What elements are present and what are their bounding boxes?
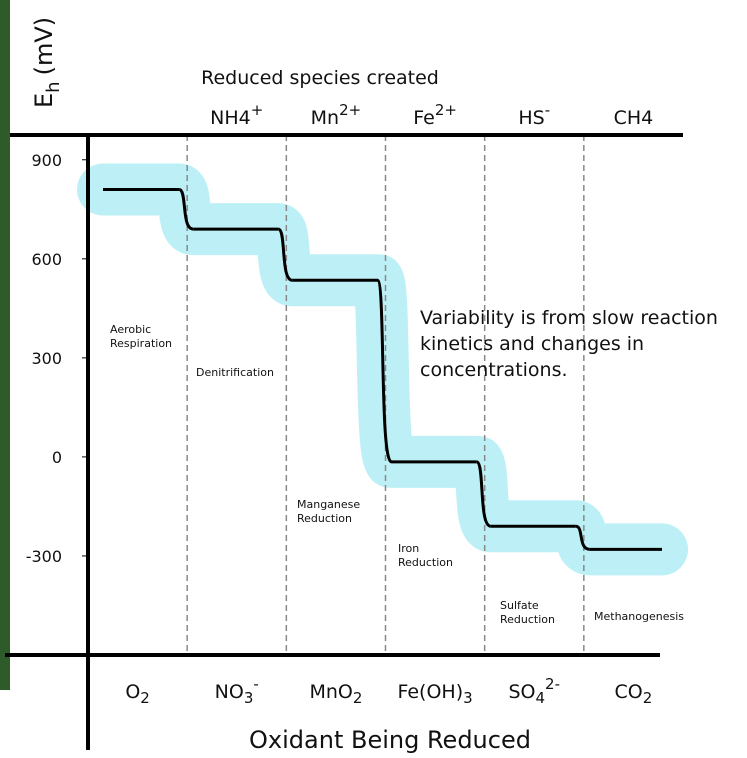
reduced-species-label: NH4+ <box>210 101 263 129</box>
y-tick-label: 300 <box>31 349 62 368</box>
process-label: Respiration <box>110 337 172 350</box>
oxidant-label-sup: 2- <box>545 675 560 693</box>
y-tick-label: 600 <box>31 250 62 269</box>
reduced-species-label: CH4 <box>614 107 654 129</box>
reduced-species-label: Fe2+ <box>413 101 457 129</box>
y-tick-label: 0 <box>52 448 62 467</box>
oxidant-label-base: Fe(OH) <box>397 681 463 703</box>
oxidant-label: MnO2 <box>309 681 362 707</box>
reduced-species-label-base: Fe <box>413 107 435 129</box>
reduced-species-label: HS- <box>518 101 550 129</box>
oxidant-label: CO2 <box>615 681 653 707</box>
y-tick-label: 900 <box>31 151 62 170</box>
reduced-species-label-base: Mn <box>311 107 339 129</box>
x-axis-label: Oxidant Being Reduced <box>249 726 531 754</box>
process-label: Methanogenesis <box>594 610 684 623</box>
y-label-sub: h <box>43 81 64 92</box>
process-label: Sulfate <box>500 599 539 612</box>
step-connector <box>376 278 393 464</box>
oxidant-label-sub: 3 <box>244 689 254 707</box>
oxidant-label-sub: 2 <box>140 689 150 707</box>
oxidant-label: O2 <box>125 681 150 707</box>
oxidant-label: NO3- <box>215 675 259 707</box>
reduced-species-label-sup: + <box>251 101 264 119</box>
step-connector <box>475 460 492 528</box>
annotation: concentrations. <box>420 359 568 381</box>
process-label: Reduction <box>297 512 352 525</box>
reduced-species-label: Mn2+ <box>311 101 362 129</box>
y-tick-label: -300 <box>26 547 62 566</box>
oxidant-label-base: O <box>125 681 140 703</box>
oxidant-label-base: SO <box>508 681 535 703</box>
process-label: Iron <box>398 542 419 555</box>
oxidant-label-sup: - <box>253 675 258 693</box>
top-label: Reduced species created <box>201 67 439 89</box>
oxidant-label-sub: 2 <box>353 689 363 707</box>
reduced-species-label-base: HS <box>518 107 544 129</box>
process-label: Denitrification <box>196 366 274 379</box>
annotation: kinetics and changes in <box>420 333 644 355</box>
process-label: Aerobic <box>110 323 151 336</box>
process-label: Reduction <box>500 613 555 626</box>
oxidant-label-sub: 3 <box>463 689 473 707</box>
process-label: Manganese <box>297 498 360 511</box>
reduced-species-label-base: NH4 <box>210 107 251 129</box>
reduced-species-label-sup: 2+ <box>339 101 361 119</box>
step-connector <box>276 227 293 282</box>
y-label-main: E <box>30 93 58 108</box>
background-foliage <box>0 0 10 690</box>
step-connector <box>575 524 591 551</box>
y-label-unit: (mV) <box>30 17 58 76</box>
oxidant-label: SO42- <box>508 675 560 707</box>
annotation: Variability is from slow reaction <box>420 307 718 329</box>
reduced-species-label-base: CH4 <box>614 107 654 129</box>
oxidant-label-base: NO <box>215 681 244 703</box>
oxidant-label-base: MnO <box>309 681 352 703</box>
process-label: Reduction <box>398 556 453 569</box>
reduced-species-label-sup: 2+ <box>435 101 457 119</box>
reduced-species-label-sup: - <box>545 101 550 119</box>
oxidant-label: Fe(OH)3 <box>397 681 472 707</box>
y-axis-label: Eh (mV) <box>30 17 64 108</box>
oxidant-label-sub: 2 <box>643 689 653 707</box>
oxidant-label-sub: 4 <box>536 689 546 707</box>
oxidant-label-base: CO <box>615 681 643 703</box>
step-connector <box>178 187 194 231</box>
